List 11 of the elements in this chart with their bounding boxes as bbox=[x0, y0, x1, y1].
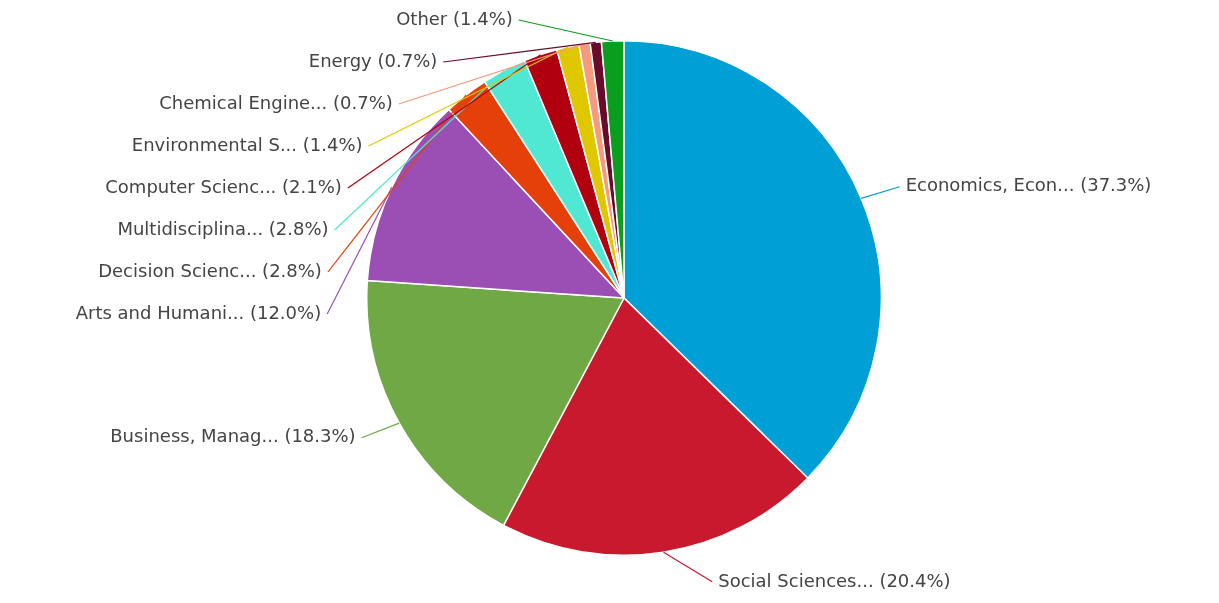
slice-label: Business, Manag... (18.3%) bbox=[110, 425, 356, 447]
slice-label: Arts and Humani... (12.0%) bbox=[75, 301, 322, 323]
slice-label: Multidisciplina... (2.8%) bbox=[117, 217, 329, 239]
slice-label: Computer Scienc... (2.1%) bbox=[105, 175, 342, 197]
slice-label: Economics, Econ... (37.3%) bbox=[905, 174, 1152, 196]
slice-label: Chemical Engine... (0.7%) bbox=[159, 91, 393, 113]
slice-label: Decision Scienc... (2.8%) bbox=[98, 259, 322, 281]
slice-label: Social Sciences... (20.4%) bbox=[718, 569, 951, 591]
slice-label: Energy (0.7%) bbox=[308, 49, 438, 71]
slice-label: Other (1.4%) bbox=[396, 7, 513, 29]
slice-label: Environmental S... (1.4%) bbox=[131, 133, 363, 155]
